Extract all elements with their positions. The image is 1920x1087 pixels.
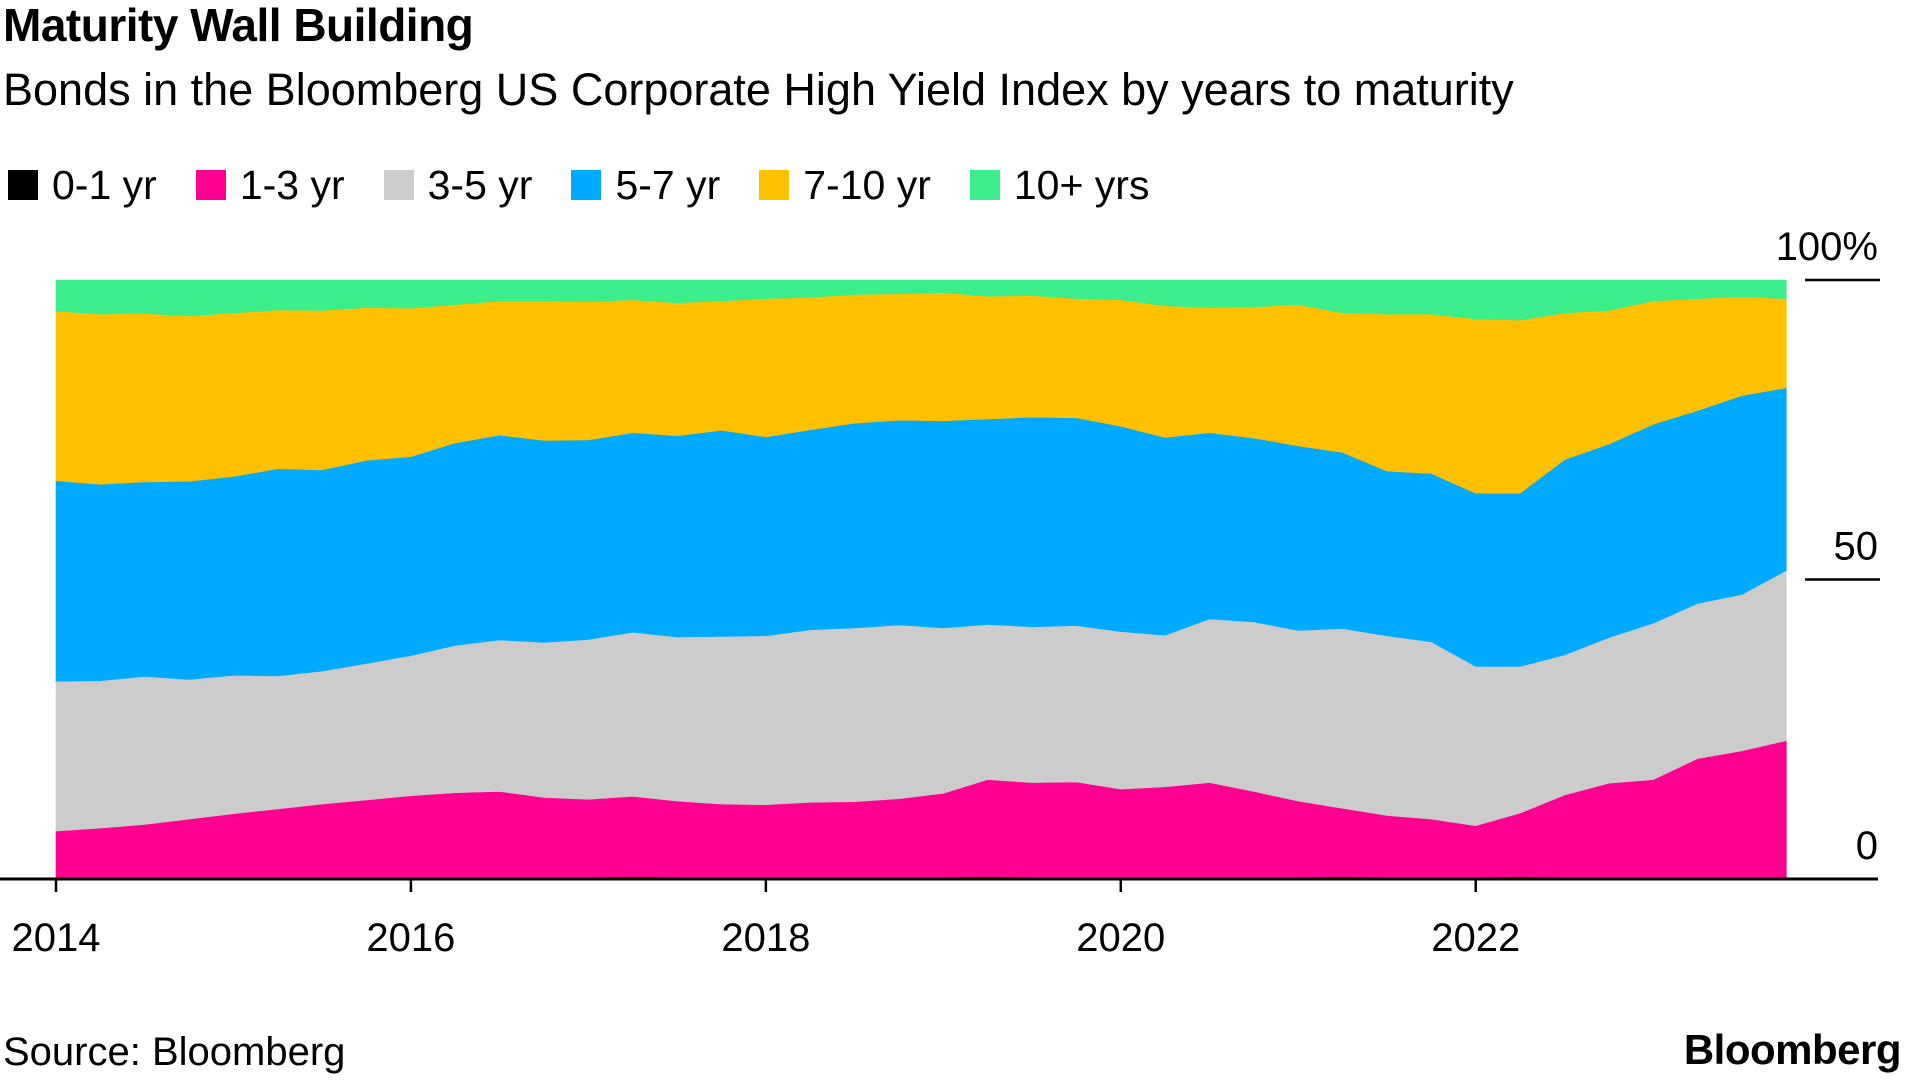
legend-swatch bbox=[8, 170, 38, 200]
legend-label: 0-1 yr bbox=[52, 161, 157, 208]
x-tick-label: 2022 bbox=[1431, 916, 1520, 960]
legend-swatch bbox=[571, 170, 602, 200]
legend-label: 3-5 yr bbox=[427, 161, 533, 208]
legend-item-7-10-yr: 7-10 yr bbox=[759, 162, 931, 209]
area-10plus-yrs bbox=[55, 279, 1787, 321]
legend-item-1-3-yr: 1-3 yr bbox=[195, 161, 345, 209]
legend-label: 7-10 yr bbox=[803, 161, 931, 208]
y-tick-label: 100% bbox=[1776, 225, 1878, 269]
source-note: Source: Bloomberg bbox=[3, 1030, 346, 1074]
legend-label: 10+ yrs bbox=[1013, 161, 1150, 208]
y-tick-label: 50 bbox=[1834, 525, 1879, 569]
legend-item-10plus-yrs: 10+ yrs bbox=[969, 161, 1150, 209]
bloomberg-logo: Bloomberg bbox=[1683, 1026, 1902, 1073]
legend-swatch bbox=[195, 170, 226, 200]
legend-item-3-5-yr: 3-5 yr bbox=[383, 161, 533, 209]
legend-swatch bbox=[969, 170, 1000, 200]
y-tick-label: 0 bbox=[1856, 824, 1878, 868]
x-tick-label: 2018 bbox=[721, 916, 810, 960]
legend-item-5-7-yr: 5-7 yr bbox=[571, 162, 720, 209]
stacked-area-chart: 2014 2016 2018 2020 2022 0 50 100% bbox=[0, 225, 1880, 960]
legend-label: 1-3 yr bbox=[239, 161, 345, 208]
axes: 2014 2016 2018 2020 2022 0 50 100% bbox=[0, 225, 1880, 960]
x-tick-label: 2014 bbox=[12, 916, 101, 960]
x-tick-label: 2016 bbox=[366, 916, 455, 960]
legend-swatch bbox=[759, 170, 790, 200]
chart-title: Maturity Wall Building bbox=[3, 0, 474, 51]
area-layers bbox=[55, 279, 1787, 880]
legend-item-0-1-yr: 0-1 yr bbox=[8, 162, 157, 209]
chart-subtitle: Bonds in the Bloomberg US Corporate High… bbox=[3, 64, 1514, 115]
legend-label: 5-7 yr bbox=[615, 161, 721, 208]
x-tick-label: 2020 bbox=[1076, 916, 1165, 960]
legend: 0-1 yr 1-3 yr 3-5 yr 5-7 yr 7-10 yr 10+ yrs bbox=[8, 160, 1188, 210]
legend-swatch bbox=[383, 170, 414, 200]
